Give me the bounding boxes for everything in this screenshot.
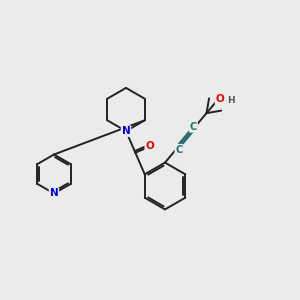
Text: C: C [175, 145, 182, 155]
Text: O: O [215, 94, 224, 104]
Text: N: N [122, 126, 130, 136]
Text: C: C [190, 122, 197, 132]
Text: O: O [145, 142, 154, 152]
Text: N: N [50, 188, 58, 199]
Text: H: H [227, 96, 235, 105]
